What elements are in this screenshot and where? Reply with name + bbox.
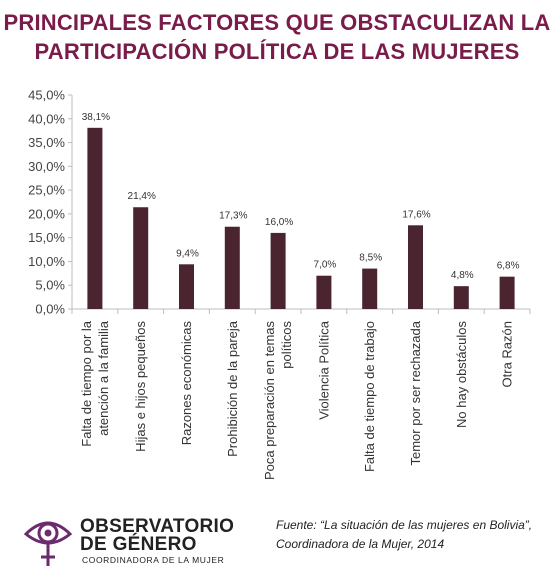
bar xyxy=(224,226,240,309)
chart-title-line-1: PRINCIPALES FACTORES QUE OBSTACULIZAN LA xyxy=(3,10,551,35)
logo-text-coordinadora: COORDINADORA DE LA MUJER xyxy=(82,555,225,565)
data-label: 17,6% xyxy=(402,209,430,220)
y-tick-label: 30,0% xyxy=(28,159,65,174)
bar xyxy=(362,268,378,309)
logo-text-genero: DE GÉNERO xyxy=(80,534,197,555)
bar xyxy=(133,207,149,309)
data-label: 17,3% xyxy=(219,211,247,222)
logo-text-observatorio: OBSERVATORIO xyxy=(80,516,235,537)
data-label: 7,0% xyxy=(314,260,337,271)
x-tick-label-line: Violencia Política xyxy=(316,320,331,420)
data-label: 8,5% xyxy=(359,253,382,264)
y-tick-label: 25,0% xyxy=(28,183,65,198)
y-tick-label: 40,0% xyxy=(28,111,65,126)
x-tick-label-line: Falta de tiempo de trabajo xyxy=(362,321,377,472)
y-tick-label: 10,0% xyxy=(28,254,65,269)
data-label: 16,0% xyxy=(265,217,293,228)
bar xyxy=(87,127,103,310)
bar xyxy=(270,232,286,309)
source-note: Fuente: “La situación de las mujeres en … xyxy=(276,516,546,554)
source-line-1: Fuente: “La situación de las mujeres en … xyxy=(276,518,533,532)
x-tick-label-line: atención a la familia xyxy=(96,320,111,436)
y-tick-label: 15,0% xyxy=(28,230,65,245)
x-tick-label: Otra Razón xyxy=(500,321,515,387)
y-tick-label: 45,0% xyxy=(28,88,65,103)
x-tick-label: Razones económicas xyxy=(179,321,194,446)
bar xyxy=(453,286,469,309)
x-tick-label-line: Temor por ser rechazada xyxy=(408,320,423,465)
y-tick-label: 5,0% xyxy=(35,278,65,293)
bar-chart: 0,0% 5,0% 10,0% 15,0% 20,0% 25,0% 30,0% 35,0% 40… xyxy=(28,88,531,480)
x-tick-label: Poca preparación en temas políticos xyxy=(262,321,294,480)
source-line-2: Coordinadora de la Mujer, 2014 xyxy=(276,537,445,551)
x-tick-label-line: Poca preparación en temas xyxy=(262,321,277,480)
data-label: 9,4% xyxy=(176,248,199,259)
x-tick-label-line: No hay obstáculos xyxy=(454,321,469,428)
x-tick-label-line: Prohibición de la pareja xyxy=(225,320,240,457)
x-tick-label-line: Hijas e hijos pequeños xyxy=(133,321,148,452)
data-label: 6,8% xyxy=(497,261,520,272)
x-tick-label: Temor por ser rechazada xyxy=(408,320,423,465)
x-tick-label: Falta de tiempo de trabajo xyxy=(362,321,377,472)
x-tick-label: No hay obstáculos xyxy=(454,321,469,428)
y-tick-label: 35,0% xyxy=(28,135,65,150)
x-tick-label-line: Razones económicas xyxy=(179,321,194,446)
y-tick-label: 20,0% xyxy=(28,206,65,221)
data-label: 21,4% xyxy=(128,191,156,202)
x-tick-label-line: Falta de tiempo por la xyxy=(79,320,94,447)
data-label: 38,1% xyxy=(82,112,110,123)
bar xyxy=(179,264,194,309)
bar xyxy=(408,225,423,309)
bar xyxy=(316,275,332,309)
data-label: 4,8% xyxy=(451,270,474,281)
gender-eye-icon xyxy=(23,521,73,566)
x-tick-label-line: políticos xyxy=(279,321,294,369)
x-tick-label: Prohibición de la pareja xyxy=(225,320,240,457)
x-tick-label: Falta de tiempo por la atención a la fami… xyxy=(79,320,111,447)
observatorio-logo: OBSERVATORIO DE GÉNERO COORDINADORA DE L… xyxy=(22,510,262,572)
x-tick-label: Violencia Política xyxy=(316,320,331,420)
x-tick-label: Hijas e hijos pequeños xyxy=(133,321,148,452)
chart-title: PRINCIPALES FACTORES QUE OBSTACULIZAN LA… xyxy=(0,8,554,66)
y-tick-label: 0,0% xyxy=(35,302,65,317)
chart-title-line-2: PARTICIPACIÓN POLÍTICA DE LAS MUJERES xyxy=(34,39,520,64)
bar xyxy=(499,276,515,309)
x-tick-label-line: Otra Razón xyxy=(500,321,515,387)
